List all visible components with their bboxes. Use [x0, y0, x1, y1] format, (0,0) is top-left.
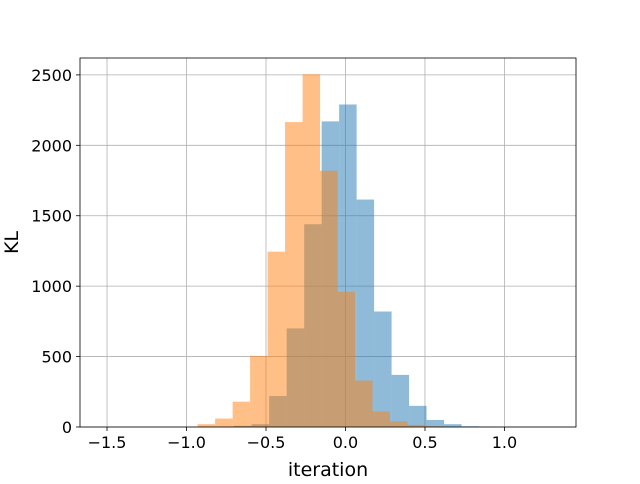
x-tick-label: 0.5: [412, 433, 437, 452]
y-tick-label: 1000: [31, 277, 72, 296]
histogram-bar-series-2: [390, 421, 407, 427]
histogram-bar-series-2: [233, 402, 250, 427]
y-tick-label: 1500: [31, 207, 72, 226]
histogram-bars: [198, 74, 497, 427]
histogram-bar-series-2: [355, 381, 372, 427]
histogram-bar-series-2: [373, 412, 390, 427]
x-tick-label: −1.5: [88, 433, 127, 452]
x-axis-label: iteration: [288, 459, 368, 480]
histogram-bar-series-2: [338, 292, 355, 427]
y-tick-label: 2500: [31, 66, 72, 85]
histogram-bar-series-1: [392, 375, 409, 427]
histogram-bar-series-1: [444, 424, 461, 427]
histogram-bar-series-1: [374, 312, 391, 427]
y-axis-label: KL: [1, 231, 23, 254]
x-tick-label: −1.0: [167, 433, 206, 452]
y-tick-label: 0: [62, 418, 72, 437]
histogram-bar-series-2: [250, 356, 267, 427]
histogram-bar-series-2: [320, 171, 337, 427]
histogram-bar-series-2: [285, 122, 302, 427]
x-tick-label: −0.5: [247, 433, 286, 452]
y-tick-label: 2000: [31, 136, 72, 155]
histogram-bar-series-2: [303, 74, 320, 427]
x-tick-label: 0.0: [333, 433, 358, 452]
histogram-bar-series-2: [268, 252, 285, 427]
x-tick-label: 1.0: [492, 433, 517, 452]
histogram-bar-series-1: [409, 406, 426, 427]
y-tick-label: 500: [41, 348, 72, 367]
histogram-bar-series-2: [215, 419, 232, 427]
histogram-bar-series-1: [427, 420, 444, 427]
histogram-bar-series-2: [198, 424, 215, 427]
